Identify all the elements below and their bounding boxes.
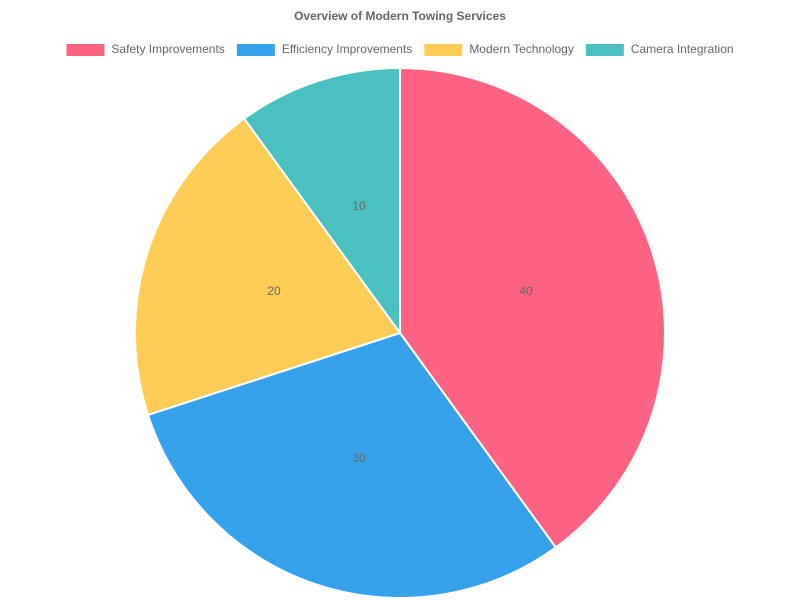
legend-label: Efficiency Improvements: [282, 42, 413, 56]
pie-slice: [399, 66, 666, 549]
data-label: 40: [519, 284, 533, 298]
pie-slice: [146, 331, 558, 599]
legend-label: Modern Technology: [469, 42, 574, 56]
legend-swatch: [66, 44, 105, 56]
legend-label: Safety Improvements: [111, 42, 224, 56]
legend-swatch: [424, 44, 463, 56]
legend-swatch: [236, 44, 275, 56]
data-label: 10: [352, 199, 366, 213]
legend-label: Camera Integration: [631, 42, 734, 56]
chart-title: Overview of Modern Towing Services: [294, 9, 506, 23]
pie-slice: [134, 117, 402, 417]
data-label: 30: [352, 451, 366, 465]
data-label: 20: [267, 284, 281, 298]
pie-slice: [242, 66, 401, 337]
legend-swatch: [585, 44, 624, 56]
